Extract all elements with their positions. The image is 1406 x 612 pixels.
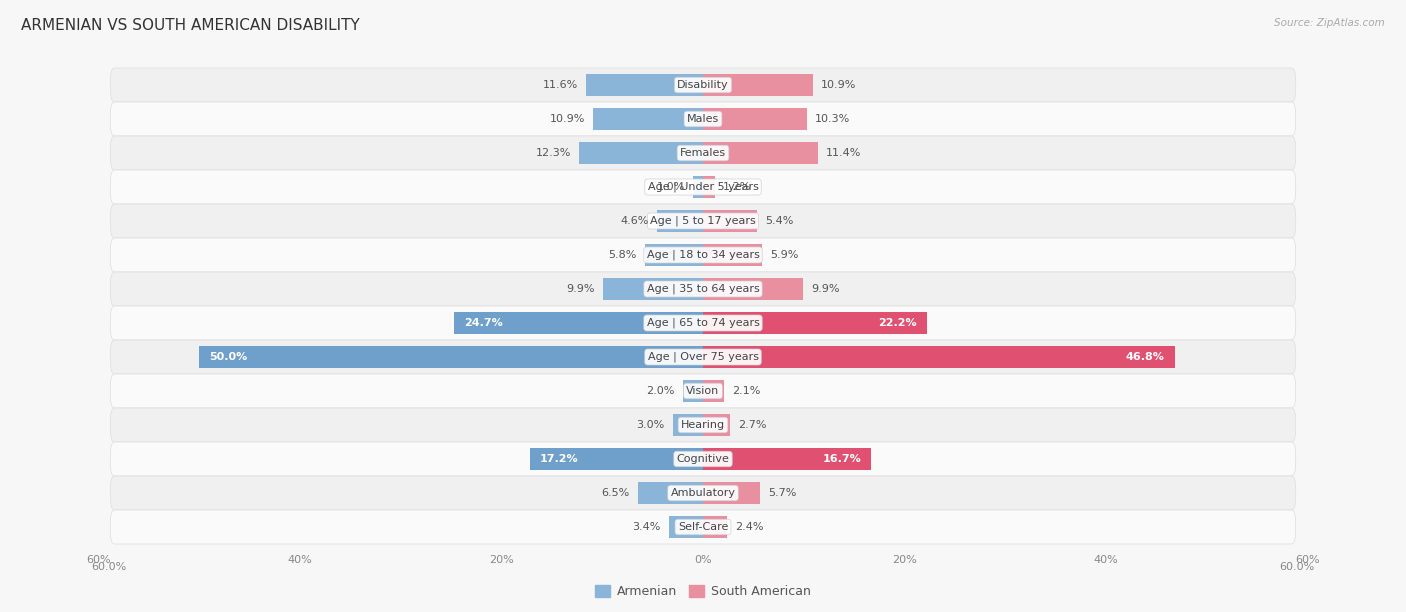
Text: 17.2%: 17.2% bbox=[540, 454, 578, 464]
Bar bbox=[703, 143, 818, 163]
Text: Age | Under 5 years: Age | Under 5 years bbox=[648, 182, 758, 192]
Text: 4.6%: 4.6% bbox=[620, 216, 648, 226]
Bar bbox=[703, 244, 762, 266]
Bar bbox=[672, 414, 703, 436]
Text: Age | 18 to 34 years: Age | 18 to 34 years bbox=[647, 250, 759, 260]
Text: Self-Care: Self-Care bbox=[678, 522, 728, 532]
Text: 6.5%: 6.5% bbox=[602, 488, 630, 498]
Text: 10.9%: 10.9% bbox=[550, 114, 585, 124]
Text: Males: Males bbox=[688, 114, 718, 124]
Text: 12.3%: 12.3% bbox=[536, 148, 571, 158]
Text: 5.9%: 5.9% bbox=[770, 250, 799, 260]
Text: 46.8%: 46.8% bbox=[1126, 352, 1164, 362]
Bar bbox=[703, 313, 927, 334]
FancyBboxPatch shape bbox=[110, 204, 1296, 238]
Bar bbox=[644, 244, 703, 266]
Text: 11.6%: 11.6% bbox=[543, 80, 578, 90]
FancyBboxPatch shape bbox=[110, 442, 1296, 476]
Text: 22.2%: 22.2% bbox=[877, 318, 917, 328]
Text: 10.3%: 10.3% bbox=[815, 114, 851, 124]
Text: 60.0%: 60.0% bbox=[1279, 562, 1315, 572]
Text: Vision: Vision bbox=[686, 386, 720, 396]
FancyBboxPatch shape bbox=[110, 238, 1296, 272]
Bar bbox=[703, 482, 761, 504]
FancyBboxPatch shape bbox=[110, 306, 1296, 340]
FancyBboxPatch shape bbox=[110, 170, 1296, 204]
Text: 2.4%: 2.4% bbox=[735, 522, 763, 532]
Bar bbox=[703, 176, 716, 198]
Bar bbox=[703, 414, 730, 436]
Text: 5.7%: 5.7% bbox=[769, 488, 797, 498]
Bar bbox=[703, 517, 727, 537]
FancyBboxPatch shape bbox=[110, 510, 1296, 544]
Text: Age | Over 75 years: Age | Over 75 years bbox=[648, 352, 758, 362]
Bar bbox=[530, 449, 703, 469]
Text: Hearing: Hearing bbox=[681, 420, 725, 430]
Bar bbox=[637, 482, 703, 504]
FancyBboxPatch shape bbox=[110, 340, 1296, 374]
Bar bbox=[703, 381, 724, 401]
Text: Age | 65 to 74 years: Age | 65 to 74 years bbox=[647, 318, 759, 328]
Text: ARMENIAN VS SOUTH AMERICAN DISABILITY: ARMENIAN VS SOUTH AMERICAN DISABILITY bbox=[21, 18, 360, 34]
Bar bbox=[454, 313, 703, 334]
Text: Age | 35 to 64 years: Age | 35 to 64 years bbox=[647, 284, 759, 294]
Text: 2.7%: 2.7% bbox=[738, 420, 766, 430]
Bar bbox=[200, 346, 703, 368]
Bar bbox=[703, 346, 1174, 368]
Text: 10.9%: 10.9% bbox=[821, 80, 856, 90]
Text: Source: ZipAtlas.com: Source: ZipAtlas.com bbox=[1274, 18, 1385, 28]
FancyBboxPatch shape bbox=[110, 272, 1296, 306]
Text: Females: Females bbox=[681, 148, 725, 158]
Text: 16.7%: 16.7% bbox=[823, 454, 862, 464]
FancyBboxPatch shape bbox=[110, 408, 1296, 442]
Bar bbox=[703, 278, 803, 299]
Bar bbox=[657, 211, 703, 231]
FancyBboxPatch shape bbox=[110, 374, 1296, 408]
Text: 11.4%: 11.4% bbox=[825, 148, 862, 158]
Text: 2.0%: 2.0% bbox=[647, 386, 675, 396]
Text: 2.1%: 2.1% bbox=[733, 386, 761, 396]
Text: Cognitive: Cognitive bbox=[676, 454, 730, 464]
Bar bbox=[579, 143, 703, 163]
Text: 1.0%: 1.0% bbox=[657, 182, 685, 192]
Bar bbox=[703, 75, 813, 95]
Text: 50.0%: 50.0% bbox=[209, 352, 247, 362]
Text: 5.8%: 5.8% bbox=[609, 250, 637, 260]
Legend: Armenian, South American: Armenian, South American bbox=[591, 580, 815, 603]
FancyBboxPatch shape bbox=[110, 136, 1296, 170]
FancyBboxPatch shape bbox=[110, 68, 1296, 102]
Text: 9.9%: 9.9% bbox=[567, 284, 595, 294]
Text: 9.9%: 9.9% bbox=[811, 284, 839, 294]
Text: 1.2%: 1.2% bbox=[723, 182, 752, 192]
Text: 24.7%: 24.7% bbox=[464, 318, 503, 328]
Text: 60.0%: 60.0% bbox=[91, 562, 127, 572]
Bar bbox=[593, 108, 703, 130]
Text: Ambulatory: Ambulatory bbox=[671, 488, 735, 498]
Bar bbox=[683, 381, 703, 401]
Text: 3.4%: 3.4% bbox=[633, 522, 661, 532]
Bar bbox=[703, 211, 758, 231]
FancyBboxPatch shape bbox=[110, 102, 1296, 136]
Bar bbox=[603, 278, 703, 299]
FancyBboxPatch shape bbox=[110, 476, 1296, 510]
Bar bbox=[586, 75, 703, 95]
Bar bbox=[703, 449, 872, 469]
Bar bbox=[693, 176, 703, 198]
Text: Disability: Disability bbox=[678, 80, 728, 90]
Text: 5.4%: 5.4% bbox=[765, 216, 794, 226]
Text: 3.0%: 3.0% bbox=[637, 420, 665, 430]
Bar bbox=[703, 108, 807, 130]
Text: Age | 5 to 17 years: Age | 5 to 17 years bbox=[650, 216, 756, 226]
Bar bbox=[669, 517, 703, 537]
